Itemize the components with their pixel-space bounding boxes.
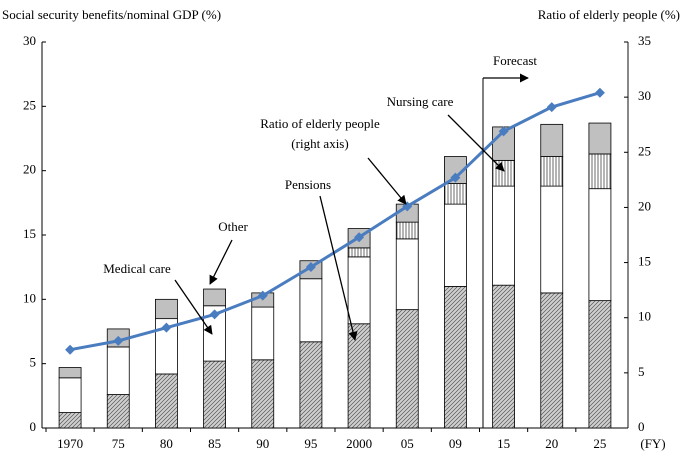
- bar-segment: [444, 203, 467, 287]
- x-tick-label: 20: [545, 436, 558, 451]
- bar-segment: [251, 359, 275, 429]
- annotation: Other: [218, 219, 248, 234]
- y2-tick-label: 25: [638, 143, 651, 158]
- y-axis-title: Social security benefits/nominal GDP (%): [2, 7, 221, 22]
- bar-segment: [106, 346, 130, 395]
- bar-segment: [444, 156, 467, 184]
- arrow: [367, 157, 407, 205]
- bar-segment: [540, 185, 564, 294]
- line-marker: [161, 322, 172, 333]
- y-tick-label: 15: [23, 226, 36, 241]
- bar-segment: [58, 367, 82, 379]
- bar-segment: [106, 394, 130, 429]
- x-tick-label: 05: [401, 436, 414, 451]
- bar-segment: [492, 159, 515, 187]
- bar-segment: [299, 341, 323, 429]
- bar-segment: [588, 188, 612, 302]
- x-tick-label: 80: [160, 436, 173, 451]
- x-tick-label: 90: [256, 436, 269, 451]
- x-tick-label: 15: [497, 436, 510, 451]
- bar-segment: [395, 221, 419, 240]
- bar-segment: [347, 256, 371, 325]
- line-marker: [450, 172, 461, 183]
- bar-segment: [299, 278, 323, 343]
- y2-tick-label: 0: [638, 419, 645, 434]
- line-marker: [113, 335, 124, 346]
- line-marker: [498, 126, 509, 137]
- line-marker: [305, 261, 316, 272]
- bar-segment: [588, 300, 612, 429]
- x-unit: (FY): [640, 436, 665, 451]
- y-tick-label: 20: [23, 162, 36, 177]
- bar-segment: [492, 185, 515, 286]
- bar-segment: [540, 123, 564, 157]
- arrow: [319, 195, 358, 341]
- x-tick-label: 75: [112, 436, 125, 451]
- bar-segment: [203, 288, 226, 307]
- y2-tick-label: 30: [638, 88, 651, 103]
- y-tick-label: 30: [23, 33, 36, 48]
- y-tick-label: 0: [30, 419, 37, 434]
- bar-segment: [58, 412, 82, 429]
- annotations: Forecast Nursing care Ratio of elderly p…: [103, 53, 537, 428]
- bar-segment: [347, 247, 371, 258]
- y-tick-label: 25: [23, 97, 36, 112]
- y2-tick-label: 15: [638, 254, 651, 269]
- bar-segment: [203, 360, 226, 429]
- bar-segment: [58, 377, 82, 413]
- x-tick-label: 25: [593, 436, 606, 451]
- annotation: Nursing care: [387, 94, 454, 109]
- line: [69, 91, 601, 352]
- y-tick-label: 10: [23, 290, 36, 305]
- bar-segment: [444, 183, 467, 205]
- bar-segment: [444, 286, 467, 429]
- bar-segment: [540, 292, 564, 429]
- bar-segment: [395, 309, 419, 429]
- bar-segment: [540, 156, 564, 187]
- bar-segment: [588, 153, 612, 190]
- bar-segment: [155, 373, 178, 429]
- x-tick-label: 95: [304, 436, 317, 451]
- y2-tick-label: 5: [638, 364, 645, 379]
- y-tick-label: 5: [30, 355, 37, 370]
- x-tick-label: 85: [208, 436, 221, 451]
- annotation: Ratio of elderly people: [260, 116, 380, 131]
- x-tick-label: 1970: [57, 436, 83, 451]
- y2-tick-label: 10: [638, 309, 651, 324]
- arrow: [174, 279, 213, 335]
- annotation: Forecast: [493, 53, 537, 68]
- annotation: (right axis): [291, 136, 348, 151]
- y2-tick-label: 20: [638, 198, 651, 213]
- line-marker: [594, 87, 605, 98]
- bar-segment: [395, 238, 419, 311]
- line-marker: [257, 290, 268, 301]
- bar-segment: [492, 284, 515, 429]
- bar-segment: [155, 298, 178, 320]
- arrow: [447, 114, 505, 172]
- line-marker: [354, 232, 365, 243]
- line-marker: [546, 102, 557, 113]
- x-tick-label: 09: [449, 436, 462, 451]
- bar-segment: [588, 122, 612, 155]
- bar-segment: [251, 306, 275, 361]
- line-marker: [209, 309, 220, 320]
- line-marker: [65, 344, 76, 355]
- bar-segment: [347, 323, 371, 429]
- arrow: [209, 239, 233, 285]
- x-tick-label: 2000: [346, 436, 372, 451]
- y2-tick-label: 35: [638, 33, 651, 48]
- annotation: Pensions: [285, 177, 331, 192]
- y2-axis-title: Ratio of elderly people (%): [538, 7, 680, 22]
- annotation: Medical care: [103, 261, 171, 276]
